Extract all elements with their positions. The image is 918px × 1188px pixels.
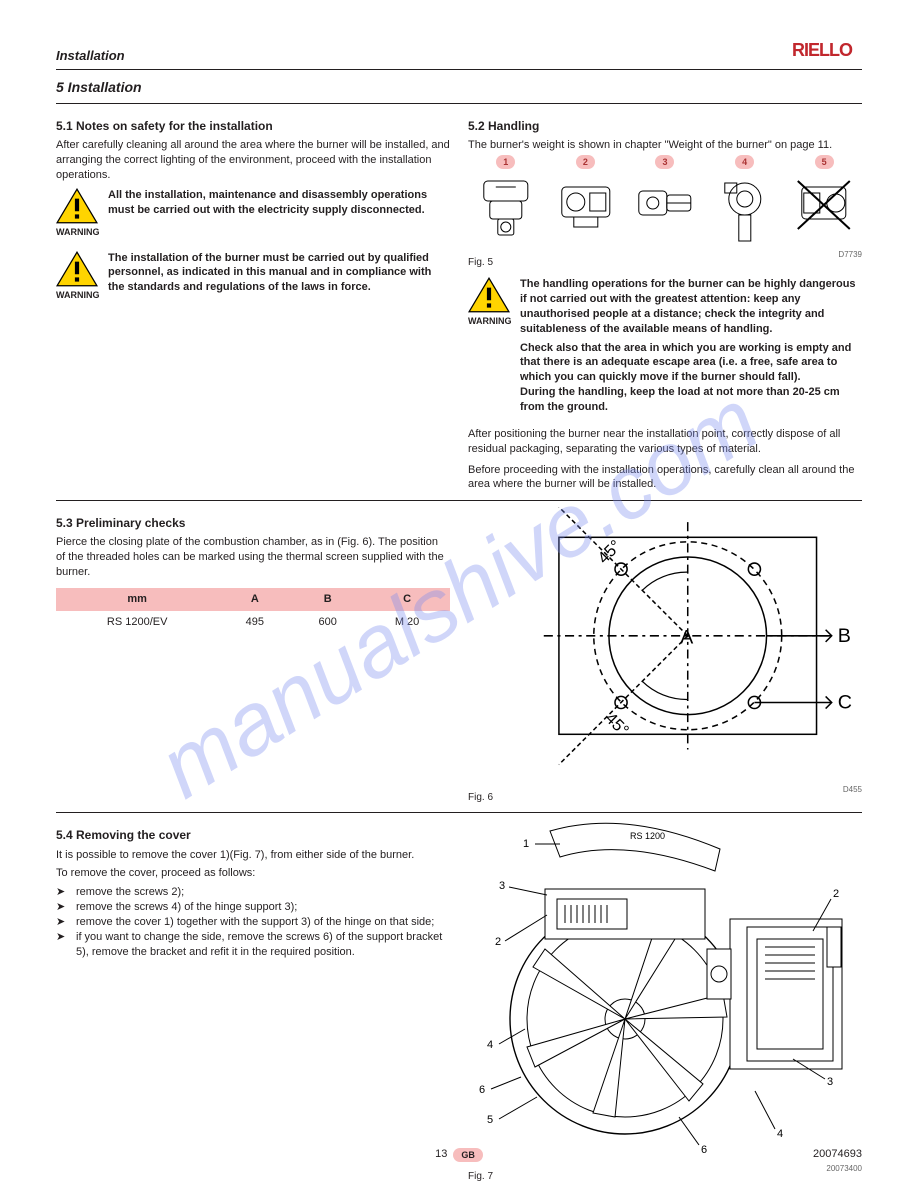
list-item: ➤ remove the cover 1) together with the s…	[56, 915, 450, 930]
warning-block: WARNING The installation of the burner m…	[56, 251, 450, 301]
position-badge: 5	[815, 155, 834, 169]
step-text: remove the screws 4) of the hinge suppor…	[76, 900, 297, 915]
position-3: 3	[627, 155, 703, 250]
table-header: A	[218, 588, 291, 611]
burner-position-icon	[707, 173, 783, 245]
subsection-5-1-title: 5.1 Notes on safety for the installation	[56, 118, 450, 134]
svg-text:45°: 45°	[602, 709, 633, 740]
subsection-5-4-title: 5.4 Removing the cover	[56, 827, 450, 843]
position-2: 2	[548, 155, 624, 250]
position-badge: 2	[576, 155, 595, 169]
list-item: ➤ remove the screws 4) of the hinge suppo…	[56, 900, 450, 915]
svg-text:4: 4	[777, 1128, 783, 1140]
position-badge: 3	[655, 155, 674, 169]
warning-text: Check also that the area in which you ar…	[520, 341, 862, 415]
warning-label: WARNING	[56, 226, 98, 238]
warning-block: WARNING All the installation, maintenanc…	[56, 188, 450, 238]
page-number: 13	[435, 1147, 447, 1162]
doc-code: 20074693	[813, 1147, 862, 1162]
position-badge: 4	[735, 155, 754, 169]
svg-text:1: 1	[523, 838, 529, 850]
warning-text: All the installation, maintenance and di…	[108, 188, 450, 218]
section-5-title: 5 Installation	[56, 78, 862, 97]
burner-position-icon-crossed	[786, 173, 862, 245]
svg-text:2: 2	[833, 888, 839, 900]
boiler-plate-diagram: 45° 45° A B C	[468, 507, 862, 780]
table-cell: M 20	[364, 611, 450, 634]
body-text: After positioning the burner near the in…	[468, 427, 862, 457]
table-cell: RS 1200/EV	[56, 611, 218, 634]
svg-text:6: 6	[479, 1084, 485, 1096]
step-text: remove the cover 1) together with the su…	[76, 915, 434, 930]
position-5: 5	[786, 155, 862, 250]
burner-position-icon	[468, 173, 544, 245]
position-4: 4	[707, 155, 783, 250]
burner-cover-diagram: RS 1200 1	[475, 819, 855, 1159]
figure-caption: Fig. 7	[468, 1170, 493, 1184]
divider	[56, 103, 862, 104]
boiler-plate-table: mm A B C RS 1200/EV 495 600 M 20	[56, 588, 450, 634]
svg-text:B: B	[838, 625, 851, 647]
position-badge: 1	[496, 155, 515, 169]
figure-code: D455	[843, 785, 862, 805]
warning-triangle-icon	[56, 188, 98, 224]
triangle-bullet-icon: ➤	[56, 930, 70, 960]
figure-code: 20073400	[826, 1164, 862, 1184]
table-header-row: mm A B C	[56, 588, 450, 611]
table-cell: 600	[291, 611, 364, 634]
burner-position-icon	[627, 173, 703, 245]
step-text: remove the screws 2);	[76, 885, 184, 900]
svg-text:4: 4	[487, 1039, 493, 1051]
warning-block: WARNING The handling operations for the …	[468, 277, 862, 415]
triangle-bullet-icon: ➤	[56, 900, 70, 915]
table-header: B	[291, 588, 364, 611]
body-text: To remove the cover, proceed as follows:	[56, 866, 450, 881]
body-text: Before proceeding with the installation …	[468, 463, 862, 493]
triangle-bullet-icon: ➤	[56, 915, 70, 930]
warning-text: The handling operations for the burner c…	[520, 277, 862, 336]
svg-text:RS 1200: RS 1200	[630, 831, 665, 841]
handling-positions-figure: 1 2 3	[468, 155, 862, 250]
page-footer: 13 GB 20074693	[0, 1147, 918, 1162]
subsection-5-2-title: 5.2 Handling	[468, 118, 862, 134]
figure-caption: Fig. 5	[468, 256, 493, 270]
figure-code: D7739	[838, 250, 862, 270]
svg-text:RIELLO: RIELLO	[792, 40, 853, 60]
warning-text: The installation of the burner must be c…	[108, 251, 450, 296]
svg-text:2: 2	[495, 936, 501, 948]
list-item: ➤ remove the screws 2);	[56, 885, 450, 900]
step-text: if you want to change the side, remove t…	[76, 930, 450, 960]
burner-position-icon	[548, 173, 624, 245]
brand-logo: RIELLO	[792, 40, 862, 65]
svg-text:5: 5	[487, 1114, 493, 1126]
svg-text:3: 3	[827, 1076, 833, 1088]
body-text: The burner's weight is shown in chapter …	[468, 138, 862, 153]
svg-text:3: 3	[499, 880, 505, 892]
warning-triangle-icon	[56, 251, 98, 287]
warning-label: WARNING	[468, 315, 510, 327]
triangle-bullet-icon: ➤	[56, 885, 70, 900]
body-text: After carefully cleaning all around the …	[56, 138, 450, 183]
table-header: C	[364, 588, 450, 611]
svg-text:A: A	[680, 627, 694, 649]
page-header: Installation RIELLO	[56, 40, 862, 70]
warning-triangle-icon	[468, 277, 510, 313]
svg-text:C: C	[838, 692, 852, 714]
body-text: It is possible to remove the cover 1)(Fi…	[56, 848, 450, 863]
language-badge: GB	[453, 1148, 483, 1162]
table-row: RS 1200/EV 495 600 M 20	[56, 611, 450, 634]
table-cell: 495	[218, 611, 291, 634]
header-section-label: Installation	[56, 47, 125, 65]
warning-label: WARNING	[56, 289, 98, 301]
position-1: 1	[468, 155, 544, 250]
table-header: mm	[56, 588, 218, 611]
subsection-5-3-title: 5.3 Preliminary checks	[56, 515, 450, 531]
body-text: Pierce the closing plate of the combusti…	[56, 535, 450, 580]
list-item: ➤if you want to change the side, remove …	[56, 930, 450, 960]
figure-caption: Fig. 6	[468, 791, 493, 805]
